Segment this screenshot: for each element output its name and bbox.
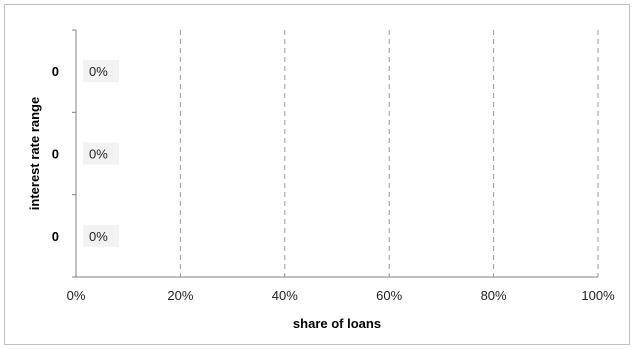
data-label-background xyxy=(83,60,119,83)
x-tick-label: 40% xyxy=(272,288,298,303)
y-axis-title: interest rate range xyxy=(27,97,42,210)
chart-frame: 0% 20% 40% 60% 80% 100% 0 0 0 0% 0% 0% share of l… xyxy=(4,4,630,345)
x-tick-label: 100% xyxy=(581,288,615,303)
y-axis-ticks xyxy=(72,29,76,278)
bar-chart: 0% 20% 40% 60% 80% 100% 0 0 0 0% 0% 0% share of l… xyxy=(27,29,615,331)
x-tick-label: 0% xyxy=(67,288,86,303)
category-labels: 0 0 0 xyxy=(52,64,59,244)
category-label: 0 xyxy=(52,64,59,79)
data-label: 0% xyxy=(89,64,108,79)
data-label-background xyxy=(83,142,119,165)
data-label-background xyxy=(83,224,119,247)
x-tick-label: 80% xyxy=(481,288,507,303)
category-label: 0 xyxy=(52,229,59,244)
data-label: 0% xyxy=(89,147,108,162)
x-tick-label: 20% xyxy=(167,288,193,303)
x-tick-labels: 0% 20% 40% 60% 80% 100% xyxy=(67,288,615,303)
x-axis-title: share of loans xyxy=(293,316,381,331)
category-label: 0 xyxy=(52,147,59,162)
data-labels: 0% 0% 0% xyxy=(83,60,119,247)
x-tick-label: 60% xyxy=(376,288,402,303)
data-label: 0% xyxy=(89,229,108,244)
gridlines xyxy=(179,30,599,277)
